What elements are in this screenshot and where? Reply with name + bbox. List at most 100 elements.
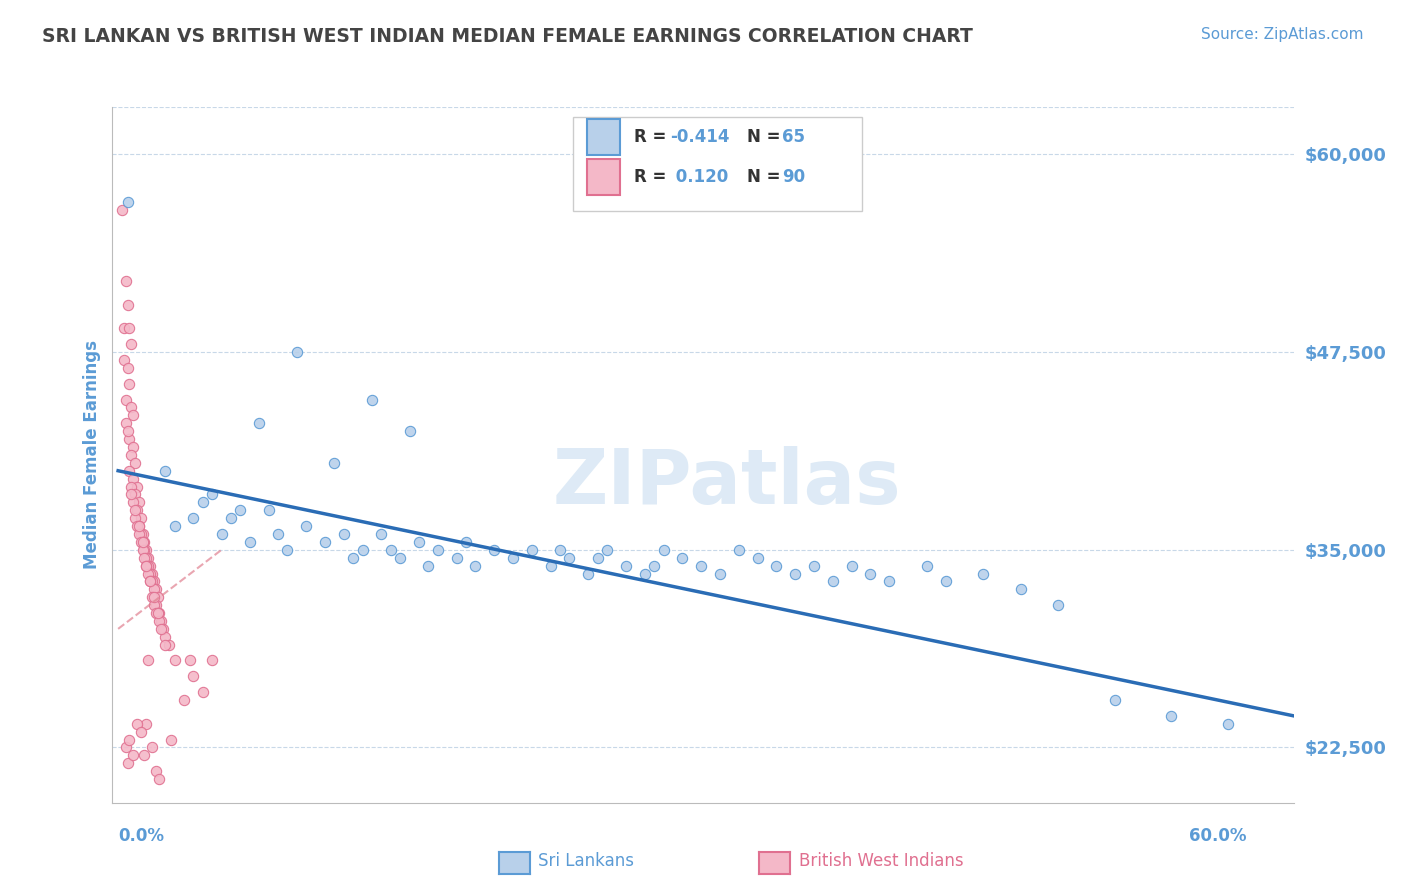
FancyBboxPatch shape [574, 118, 862, 211]
Point [118, 732, 141, 747]
Point [159, 732, 181, 747]
Point [150, 614, 173, 628]
Point [125, 716, 148, 731]
Text: 65: 65 [782, 128, 806, 146]
Point [111, 202, 134, 217]
Text: 0.120: 0.120 [669, 168, 728, 186]
Point [141, 566, 163, 581]
Point [1160, 708, 1182, 723]
Point [146, 591, 169, 605]
Point [118, 432, 141, 446]
Text: British West Indians: British West Indians [799, 852, 963, 870]
Point [257, 503, 280, 517]
Point [596, 542, 619, 557]
Point [142, 574, 165, 589]
Point [614, 558, 637, 573]
Point [446, 550, 468, 565]
Text: ZIPatlas: ZIPatlas [553, 446, 901, 520]
Point [128, 527, 150, 541]
Point [129, 527, 152, 541]
Text: 0.0%: 0.0% [118, 827, 165, 845]
Point [128, 519, 150, 533]
Point [129, 511, 152, 525]
Point [785, 566, 807, 581]
Point [124, 487, 146, 501]
Point [129, 724, 152, 739]
Point [877, 574, 900, 589]
Point [125, 503, 148, 517]
Point [141, 574, 163, 589]
Point [134, 542, 156, 557]
Point [972, 566, 994, 581]
Point [179, 653, 201, 667]
Point [747, 550, 769, 565]
Point [408, 535, 430, 549]
Text: SRI LANKAN VS BRITISH WEST INDIAN MEDIAN FEMALE EARNINGS CORRELATION CHART: SRI LANKAN VS BRITISH WEST INDIAN MEDIAN… [42, 27, 973, 45]
Point [464, 558, 486, 573]
Point [114, 740, 136, 755]
Point [398, 424, 420, 438]
Point [135, 550, 157, 565]
Point [152, 622, 174, 636]
Point [114, 392, 136, 407]
Point [211, 527, 233, 541]
Point [841, 558, 863, 573]
Point [323, 456, 346, 470]
Point [139, 574, 162, 589]
Point [141, 740, 163, 755]
Point [142, 582, 165, 597]
Point [418, 558, 440, 573]
Point [114, 274, 136, 288]
Point [389, 550, 412, 565]
Point [142, 591, 165, 605]
Point [267, 527, 290, 541]
Point [150, 622, 173, 636]
Text: -0.414: -0.414 [669, 128, 730, 146]
Point [765, 558, 787, 573]
Point [502, 550, 524, 565]
Point [295, 519, 318, 533]
Point [112, 321, 135, 335]
Point [652, 542, 675, 557]
Point [136, 550, 159, 565]
Point [153, 638, 176, 652]
Point [134, 550, 156, 565]
Point [136, 566, 159, 581]
Point [576, 566, 599, 581]
Point [239, 535, 262, 549]
Point [117, 756, 139, 771]
Point [139, 574, 162, 589]
Point [122, 472, 145, 486]
Point [803, 558, 825, 573]
Point [201, 653, 224, 667]
Point [153, 464, 176, 478]
Point [380, 542, 402, 557]
Point [201, 487, 224, 501]
Point [118, 376, 141, 391]
Point [163, 519, 186, 533]
Point [117, 361, 139, 376]
Point [122, 495, 145, 509]
Point [153, 630, 176, 644]
Point [117, 194, 139, 209]
Point [134, 535, 156, 549]
Text: R =: R = [634, 168, 672, 186]
Point [120, 401, 142, 415]
Point [352, 542, 374, 557]
Point [1216, 716, 1239, 731]
Point [709, 566, 731, 581]
Point [131, 535, 153, 549]
Point [142, 598, 165, 612]
Point [124, 456, 146, 470]
Point [219, 511, 242, 525]
Point [643, 558, 665, 573]
Point [690, 558, 713, 573]
Point [342, 550, 364, 565]
Point [124, 511, 146, 525]
Point [540, 558, 562, 573]
Point [1104, 693, 1126, 707]
Point [112, 353, 135, 368]
Point [128, 495, 150, 509]
Point [183, 511, 205, 525]
Point [120, 337, 142, 351]
